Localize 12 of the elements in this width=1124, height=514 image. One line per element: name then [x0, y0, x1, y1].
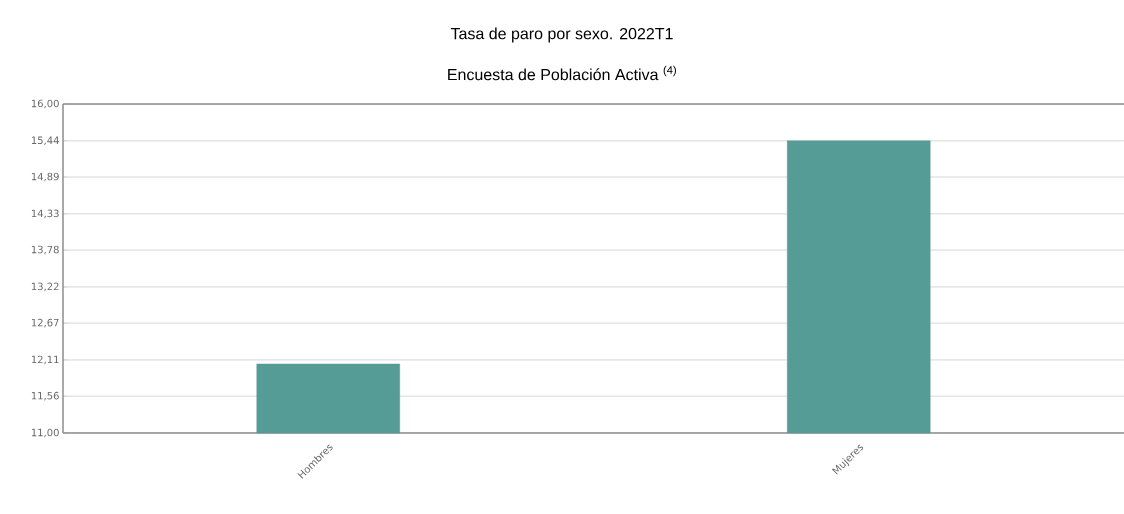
y-tick-label: 13,22 [31, 282, 59, 292]
y-tick-label: 12,67 [31, 318, 59, 328]
y-tick-label: 11,00 [31, 428, 59, 438]
y-tick-label: 13,78 [31, 245, 59, 255]
y-tick-label: 14,89 [31, 172, 59, 182]
y-tick-label: 15,44 [31, 136, 59, 146]
y-tick-label: 11,56 [31, 391, 59, 401]
y-tick-label: 16,00 [31, 99, 59, 109]
y-tick-label: 14,33 [31, 209, 59, 219]
y-tick-label: 12,11 [31, 355, 59, 365]
chart-subtitle: Encuesta de Población Activa $^{(4)}$ [448, 65, 676, 81]
chart-title: Tasa de paro por sexo. 2022T1 [450, 27, 673, 43]
